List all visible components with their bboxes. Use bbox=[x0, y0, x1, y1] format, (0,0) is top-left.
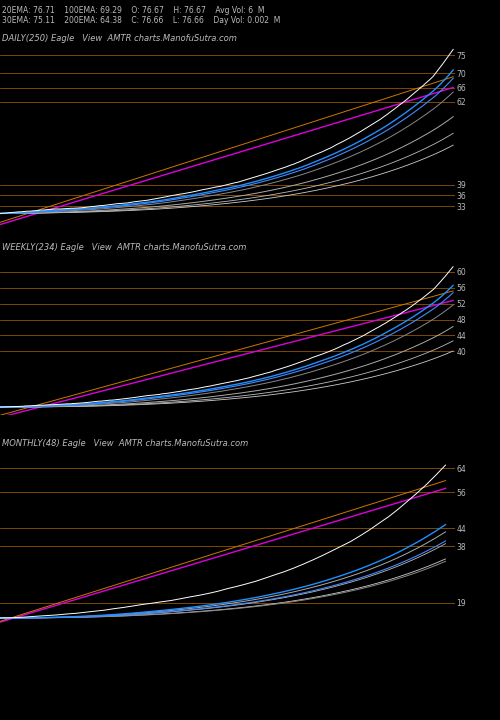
Text: MONTHLY(48) Eagle   View  AMTR charts.ManofuSutra.com: MONTHLY(48) Eagle View AMTR charts.Manof… bbox=[2, 439, 248, 448]
Text: 20EMA: 76.71    100EMA: 69.29    O: 76.67    H: 76.67    Avg Vol: 6  M: 20EMA: 76.71 100EMA: 69.29 O: 76.67 H: 7… bbox=[2, 6, 265, 14]
Text: 30EMA: 75.11    200EMA: 64.38    C: 76.66    L: 76.66    Day Vol: 0.002  M: 30EMA: 75.11 200EMA: 64.38 C: 76.66 L: 7… bbox=[2, 16, 281, 24]
Text: DAILY(250) Eagle   View  AMTR charts.ManofuSutra.com: DAILY(250) Eagle View AMTR charts.Manofu… bbox=[2, 34, 237, 43]
Text: WEEKLY(234) Eagle   View  AMTR charts.ManofuSutra.com: WEEKLY(234) Eagle View AMTR charts.Manof… bbox=[2, 243, 246, 253]
